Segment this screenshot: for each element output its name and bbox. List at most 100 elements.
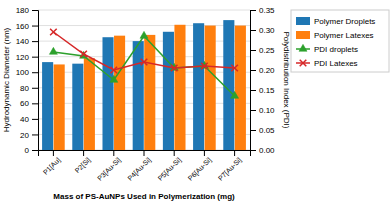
marker (200, 61, 208, 68)
marker (110, 75, 118, 82)
grid-line (38, 25, 250, 26)
y2-axis-title: Polydistribution Index (PDI) (282, 32, 291, 129)
grid-line (38, 41, 250, 42)
tick-label: P4[Au-Si] (126, 156, 153, 183)
tick-mark (250, 10, 256, 11)
tick: 0.30 (250, 26, 275, 35)
grid-line (38, 72, 250, 73)
grid-line (38, 87, 250, 88)
legend-swatch (296, 31, 310, 39)
bar (174, 25, 185, 150)
legend-label: PDI droplets (314, 45, 358, 54)
bar (72, 64, 83, 150)
tick-label: P2[Si] (73, 156, 92, 175)
grid-line (38, 56, 250, 57)
x-axis: P1[Au]P2[Si]P3[Au-Si]P4[Au-Si]P5[Au-Si]P… (39, 150, 251, 183)
marker (201, 63, 208, 70)
tick: 160 (16, 22, 38, 31)
tick: 0.35 (250, 6, 275, 15)
bar-series (54, 25, 246, 150)
tick: 40 (20, 115, 38, 124)
tick-label: 180 (16, 6, 30, 15)
legend-label: PDI Latexes (314, 59, 358, 68)
tick-label: 100 (16, 68, 30, 77)
tick-mark (32, 41, 38, 42)
legend: Polymer Droplets Polymer Latexes PDI dropl… (291, 10, 389, 72)
tick-label: 20 (20, 131, 29, 140)
bar-series (42, 20, 234, 150)
tick: 180 (16, 6, 38, 15)
bar (205, 26, 216, 150)
tick-label: P7[Au-Si] (217, 156, 244, 183)
bar (42, 62, 53, 150)
tick-label: 0.35 (259, 6, 275, 15)
plot: 0 20 40 60 80 100 120 140 160 180 0.00 0.05 0.10 0.15… (16, 6, 275, 183)
tick-mark (32, 72, 38, 73)
y2-axis: 0.00 0.05 0.10 0.15 0.20 0.25 0.30 0.35 (250, 6, 275, 155)
tick-label: 60 (20, 99, 29, 108)
marker (231, 65, 238, 72)
legend-item: PDI Latexes (296, 59, 358, 68)
tick-label: 0.05 (259, 126, 275, 135)
bar (54, 64, 65, 150)
bar (144, 35, 155, 150)
tick: 0.20 (250, 66, 275, 75)
tick: P3[Au-Si] (96, 150, 123, 183)
bar (133, 41, 144, 150)
tick: 140 (16, 37, 38, 46)
legend-item: PDI droplets (296, 44, 358, 53)
tick-label: 120 (16, 53, 30, 62)
tick: 0.15 (250, 86, 275, 95)
marker (80, 51, 87, 58)
tick-label: 80 (20, 84, 29, 93)
grid-line (38, 103, 250, 104)
tick: 120 (16, 53, 38, 62)
tick-label: 0.00 (259, 146, 275, 155)
tick: 20 (20, 131, 38, 140)
tick-mark (32, 10, 38, 11)
grid (38, 10, 250, 150)
axis-line (251, 11, 257, 151)
tick-label: P3[Au-Si] (96, 156, 123, 183)
tick-mark (32, 88, 38, 89)
tick-mark (250, 90, 256, 91)
tick-mark (250, 130, 256, 131)
tick: 0.25 (250, 46, 275, 55)
legend-label: Polymer Latexes (314, 31, 374, 40)
marker (141, 59, 148, 66)
marker (111, 67, 118, 74)
marker (49, 47, 57, 54)
tick: 0.00 (250, 146, 275, 155)
bar (193, 23, 204, 150)
tick-mark (32, 150, 38, 151)
tick-label: 0.10 (259, 106, 275, 115)
marks (42, 20, 246, 150)
legend-item: Polymer Droplets (296, 17, 375, 26)
tick: 0 (25, 146, 38, 155)
tick-label: P6[Au-Si] (187, 156, 214, 183)
tick: P4[Au-Si] (126, 150, 153, 183)
tick-label: P5[Au-Si] (156, 156, 183, 183)
tick-mark (144, 150, 145, 156)
grid-line (38, 134, 250, 135)
grid-line (38, 10, 250, 11)
tick-label: 0.30 (259, 26, 275, 35)
tick-mark (174, 150, 175, 156)
tick: 0.10 (250, 106, 275, 115)
marker (171, 65, 178, 72)
tick-mark (32, 134, 38, 135)
tick-label: 0.15 (259, 86, 275, 95)
marker (50, 29, 57, 36)
tick-label: 0.20 (259, 66, 275, 75)
tick-mark (250, 30, 256, 31)
tick: 60 (20, 99, 38, 108)
tick-label: 0.25 (259, 46, 275, 55)
y-axis: 0 20 40 60 80 100 120 140 160 180 (16, 6, 39, 155)
tick-mark (32, 57, 38, 58)
y-axis-title: Hydrodynamic Diameter (nm) (2, 27, 11, 132)
tick-mark (32, 103, 38, 104)
axis-line (39, 151, 251, 157)
tick: P5[Au-Si] (156, 150, 183, 183)
tick-mark (32, 26, 38, 27)
tick: P7[Au-Si] (217, 150, 244, 183)
